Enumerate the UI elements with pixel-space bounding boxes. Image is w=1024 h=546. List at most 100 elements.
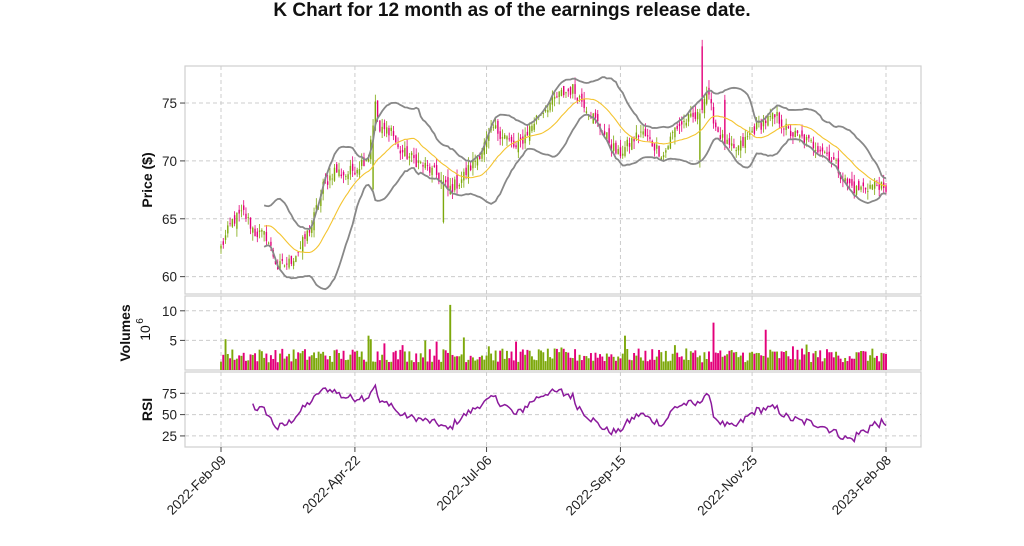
- candle-body: [519, 137, 522, 141]
- volume-bar: [224, 339, 227, 370]
- volume-bar: [737, 357, 740, 370]
- price-y-tick-label: 60: [162, 270, 177, 285]
- candle-body: [528, 126, 531, 141]
- volume-bar: [558, 352, 561, 370]
- volume-bar: [456, 356, 459, 370]
- volume-bar: [769, 349, 772, 370]
- candle-body: [705, 92, 708, 104]
- candle-body: [656, 144, 658, 149]
- volume-bar: [349, 354, 352, 370]
- volume-bar: [442, 349, 445, 370]
- rsi-y-tick-label: 75: [162, 386, 177, 401]
- volume-bar: [299, 353, 302, 370]
- candle-body: [467, 165, 470, 179]
- volume-bar: [742, 352, 744, 370]
- volume-bar: [517, 361, 520, 370]
- volume-bar: [801, 348, 803, 370]
- volume-bar: [583, 355, 586, 370]
- candle-body: [497, 120, 499, 134]
- volume-bar: [885, 353, 887, 370]
- volume-bar: [594, 352, 597, 370]
- volume-bar: [721, 356, 724, 370]
- volume-bar: [755, 352, 758, 370]
- candle-body: [288, 258, 290, 268]
- candle-body: [338, 169, 340, 177]
- candle-body: [563, 86, 565, 96]
- volume-bar: [805, 344, 808, 370]
- candle-body: [249, 217, 252, 229]
- volume-bar: [235, 358, 238, 370]
- candle-body: [472, 159, 474, 169]
- candle-body: [796, 130, 799, 134]
- candle-body: [799, 135, 801, 138]
- volume-bar: [465, 362, 468, 370]
- candle-body: [683, 120, 685, 122]
- volume-bar: [787, 356, 790, 370]
- volume-bar: [798, 359, 801, 370]
- candle-body: [749, 132, 751, 135]
- volume-bar: [882, 353, 885, 370]
- rsi-y-tick-label: 50: [162, 408, 177, 423]
- candle-body: [626, 139, 628, 147]
- candle-body: [597, 114, 599, 122]
- candle-body: [508, 138, 510, 140]
- volume-bar: [254, 353, 257, 370]
- candle-body: [771, 112, 774, 119]
- candle-body: [681, 121, 683, 125]
- candle-body: [286, 263, 288, 265]
- volume-bar: [245, 360, 247, 370]
- volume-bar: [267, 362, 270, 370]
- volume-bar: [412, 362, 415, 370]
- candle-body: [619, 147, 622, 157]
- candle-body: [746, 136, 749, 138]
- volume-bar: [508, 358, 511, 370]
- volume-bar: [873, 357, 876, 370]
- volume-bar: [869, 355, 872, 370]
- candle-body: [758, 122, 760, 123]
- volume-bar: [274, 350, 277, 370]
- candle-body: [830, 160, 833, 162]
- candle-body: [744, 136, 746, 148]
- candle-body: [610, 144, 613, 150]
- candle-body: [767, 115, 769, 126]
- candle-body: [794, 130, 796, 138]
- candle-body: [481, 151, 483, 159]
- volume-bar: [260, 351, 263, 370]
- volume-bar: [746, 360, 749, 370]
- volume-bar: [796, 349, 799, 370]
- candle-body: [789, 130, 792, 137]
- volume-bar: [510, 351, 513, 370]
- candle-body: [751, 130, 753, 133]
- volume-bar: [828, 352, 831, 370]
- volume-bar: [415, 353, 418, 370]
- candle-body: [690, 113, 692, 117]
- candle-body: [406, 146, 408, 159]
- volume-bar: [247, 360, 250, 370]
- volume-bar: [331, 361, 334, 370]
- candle-body: [633, 138, 635, 142]
- volume-bar: [826, 349, 828, 370]
- candle-body: [858, 181, 860, 190]
- candle-body: [413, 155, 415, 159]
- candle-body: [227, 225, 229, 234]
- candle-body: [501, 137, 504, 139]
- candle-body: [326, 181, 329, 185]
- volume-bar: [481, 355, 483, 370]
- candle-body: [381, 126, 383, 134]
- volume-bar: [567, 352, 570, 370]
- candle-body: [494, 125, 497, 129]
- candle-body: [699, 113, 701, 160]
- volume-bar: [580, 360, 583, 370]
- volume-bar: [648, 359, 651, 370]
- volume-bar: [655, 356, 658, 370]
- candle-body: [367, 157, 370, 162]
- volume-bar: [530, 356, 533, 370]
- candle-body: [283, 265, 286, 267]
- candle-body: [631, 138, 633, 150]
- candle-body: [379, 120, 381, 132]
- volume-bar: [832, 357, 835, 370]
- candle-body: [242, 205, 245, 210]
- candle-body: [265, 231, 268, 242]
- volume-bar: [222, 354, 225, 370]
- candle-body: [254, 228, 256, 237]
